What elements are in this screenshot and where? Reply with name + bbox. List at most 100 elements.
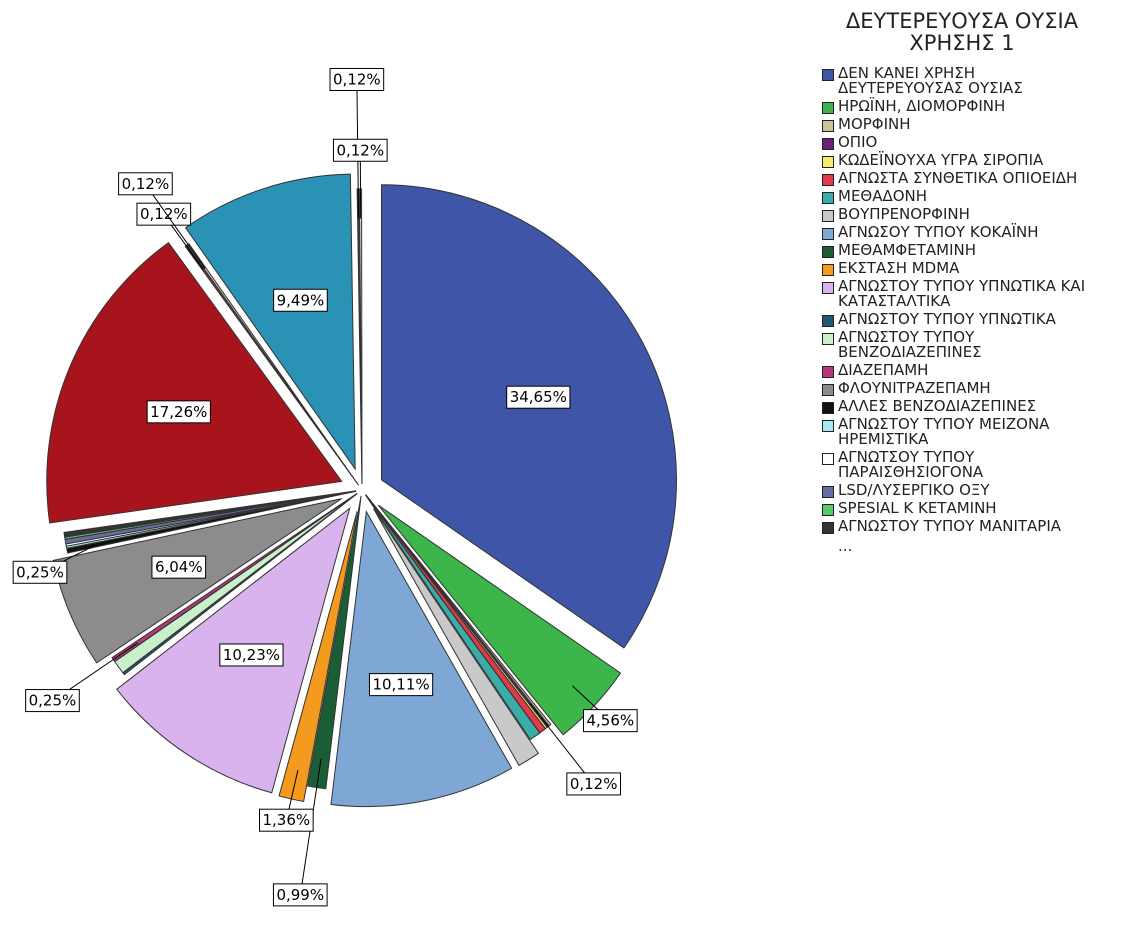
label-box bbox=[272, 883, 328, 907]
label-box bbox=[259, 808, 314, 832]
legend-item: ΚΩΔΕΪΝΟΥΧΑ ΥΓΡΑ ΣΙΡΟΠΙΑ bbox=[822, 153, 1122, 168]
legend-swatch bbox=[822, 522, 834, 534]
legend-label: ΑΓΝΩΣΤΟΥ ΤΥΠΟΥ ΜΕΙΖΟΝΑ ΗΡΕΜΙΣΤΙΚΑ bbox=[838, 415, 1050, 448]
data-label: 0,25% bbox=[25, 689, 80, 713]
legend-label: ΚΩΔΕΪΝΟΥΧΑ ΥΓΡΑ ΣΙΡΟΠΙΑ bbox=[838, 151, 1044, 169]
legend-item: ΑΓΝΩΣΤΟΥ ΤΥΠΟΥ ΒΕΝΖΟΔΙΑΖΕΠΙΝΕΣ bbox=[822, 330, 1122, 360]
legend-swatch bbox=[822, 69, 834, 81]
legend: ΔΕΥΤΕΡΕΥΟΥΣΑ ΟΥΣΙΑ ΧΡΗΣΗΣ 1 ΔΕΝ ΚΑΝΕΙ ΧΡ… bbox=[822, 10, 1122, 555]
legend-label: ΑΓΝΩΣΤΟΥ ΤΥΠΟΥ ΒΕΝΖΟΔΙΑΖΕΠΙΝΕΣ bbox=[838, 328, 982, 361]
legend-swatch bbox=[822, 366, 834, 378]
value-label: 4,56% bbox=[586, 712, 634, 730]
value-label: 10,11% bbox=[372, 676, 429, 694]
legend-label: ΒΟΥΠΡΕΝΟΡΦΙΝΗ bbox=[838, 205, 970, 223]
data-label: 10,23% bbox=[219, 643, 284, 667]
legend-swatch bbox=[822, 156, 834, 168]
data-label: 0,12% bbox=[118, 172, 173, 196]
legend-item: ΑΛΛΕΣ ΒΕΝΖΟΔΙΑΖΕΠΙΝΕΣ bbox=[822, 399, 1122, 414]
legend-item: ΗΡΩΪΝΗ, ΔΙΟΜΟΡΦΙΝΗ bbox=[822, 99, 1122, 114]
legend-label: ΜΟΡΦΙΝΗ bbox=[838, 115, 911, 133]
value-label: 0,12% bbox=[570, 775, 618, 793]
label-box bbox=[506, 385, 571, 409]
value-label: 0,25% bbox=[29, 692, 77, 710]
pie-slice bbox=[63, 490, 357, 538]
legend-label: LSD/ΛΥΣΕΡΓΙΚΟ ΟΞΥ bbox=[838, 481, 990, 499]
pie-slice bbox=[184, 173, 356, 471]
legend-item: ΑΓΝΩΤΣΟΥ ΤΥΠΟΥ ΠΑΡΑΙΣΘΗΣΙΟΓΟΝΑ bbox=[822, 450, 1122, 480]
label-box bbox=[12, 560, 68, 584]
data-label: 0,12% bbox=[136, 202, 192, 226]
legend-item: ΑΓΝΩΣΤΟΥ ΤΥΠΟΥ ΥΠΝΩΤΙΚΑ ΚΑΙ ΚΑΤΑΣΤΑΛΤΙΚΑ bbox=[822, 279, 1122, 309]
pie-slice bbox=[380, 184, 677, 649]
data-label: 4,56% bbox=[582, 709, 638, 733]
legend-label: ΔΙΑΖΕΠΑΜΗ bbox=[838, 361, 929, 379]
legend-item: ΜΟΡΦΙΝΗ bbox=[822, 117, 1122, 132]
legend-item: ΕΚΣΤΑΣΗ MDMA bbox=[822, 261, 1122, 276]
legend-swatch bbox=[822, 138, 834, 150]
leader-line bbox=[145, 184, 206, 269]
legend-label: ΑΓΝΩΣΤΟΥ ΤΥΠΟΥ ΥΠΝΩΤΙΚΑ ΚΑΙ ΚΑΤΑΣΤΑΛΤΙΚΑ bbox=[838, 277, 1086, 310]
legend-swatch bbox=[822, 420, 834, 432]
data-label: 0,25% bbox=[12, 560, 68, 584]
legend-swatch bbox=[822, 120, 834, 132]
value-label: 34,65% bbox=[510, 388, 567, 406]
data-label: 6,04% bbox=[151, 555, 207, 579]
legend-item: ΔΙΑΖΕΠΑΜΗ bbox=[822, 363, 1122, 378]
value-label: 0,12% bbox=[336, 141, 384, 159]
pie-slice bbox=[365, 494, 541, 741]
legend-swatch bbox=[822, 384, 834, 396]
legend-item: ΑΓΝΩΣΤΟΥ ΤΥΠΟΥ ΜΕΙΖΟΝΑ ΗΡΕΜΙΣΤΙΚΑ bbox=[822, 417, 1122, 447]
legend-item: ΜΕΘΑΜΦΕΤΑΜΙΝΗ bbox=[822, 243, 1122, 258]
legend-swatch bbox=[822, 228, 834, 240]
legend-swatch bbox=[822, 246, 834, 258]
value-label: 0,12% bbox=[122, 175, 170, 193]
legend-item: LSD/ΛΥΣΕΡΓΙΚΟ ΟΞΥ bbox=[822, 483, 1122, 498]
pie-slice bbox=[373, 508, 540, 767]
data-label: 17,26% bbox=[146, 400, 211, 424]
data-label: 10,11% bbox=[368, 673, 434, 697]
data-label: 0,12% bbox=[332, 138, 388, 162]
legend-swatch bbox=[822, 453, 834, 465]
legend-swatch bbox=[822, 282, 834, 294]
legend-label: ΟΠΙΟ bbox=[838, 133, 878, 151]
label-box bbox=[566, 772, 621, 796]
legend-swatch bbox=[822, 504, 834, 516]
legend-swatch bbox=[822, 192, 834, 204]
legend-label: SPESIAL K ΚΕΤΑΜΙΝΗ bbox=[838, 499, 997, 517]
legend-label: ΔΕΝ ΚΑΝΕΙ ΧΡΗΣΗ ΔΕΥΤΕΡΕΥΟΥΣΑΣ ΟΥΣΙΑΣ bbox=[838, 64, 1023, 97]
data-label: 1,36% bbox=[259, 808, 314, 832]
legend-item: ΦΛΟΥΝΙΤΡΑΖΕΠΑΜΗ bbox=[822, 381, 1122, 396]
legend-item: ΑΓΝΩΣΤΟΥ ΤΥΠΟΥ ΜΑΝΙΤΑΡΙΑ bbox=[822, 519, 1122, 534]
value-label: 0,12% bbox=[333, 70, 381, 88]
legend-swatch bbox=[822, 174, 834, 186]
data-label: 9,49% bbox=[273, 288, 328, 312]
legend-swatch bbox=[822, 210, 834, 222]
legend-label: ΑΓΝΩΣΟΥ ΤΥΠΟΥ ΚΟΚΑΪΝΗ bbox=[838, 223, 1039, 241]
legend-swatch bbox=[822, 333, 834, 345]
legend-swatch bbox=[822, 264, 834, 276]
data-label: 0,12% bbox=[566, 772, 621, 796]
legend-swatch bbox=[822, 402, 834, 414]
legend-item: ΒΟΥΠΡΕΝΟΡΦΙΝΗ bbox=[822, 207, 1122, 222]
value-label: 1,36% bbox=[263, 811, 311, 829]
legend-label: ΑΓΝΩΣΤΟΥ ΤΥΠΟΥ ΥΠΝΩΤΙΚΑ bbox=[838, 310, 1056, 328]
legend-label: ΗΡΩΪΝΗ, ΔΙΟΜΟΡΦΙΝΗ bbox=[838, 97, 1006, 115]
label-box bbox=[273, 288, 328, 312]
label-box bbox=[146, 400, 211, 424]
legend-items: ΔΕΝ ΚΑΝΕΙ ΧΡΗΣΗ ΔΕΥΤΕΡΕΥΟΥΣΑΣ ΟΥΣΙΑΣ ΗΡΩΪ… bbox=[822, 66, 1122, 534]
pie-slice bbox=[46, 241, 343, 524]
legend-item: ΜΕΘΑΔΟΝΗ bbox=[822, 189, 1122, 204]
legend-swatch bbox=[822, 486, 834, 498]
data-label: 0,12% bbox=[329, 67, 385, 91]
label-box bbox=[332, 138, 388, 162]
legend-label: ΑΛΛΕΣ ΒΕΝΖΟΔΙΑΖΕΠΙΝΕΣ bbox=[838, 397, 1037, 415]
legend-label: ΜΕΘΑΜΦΕΤΑΜΙΝΗ bbox=[838, 241, 977, 259]
leader-line bbox=[529, 703, 595, 785]
data-label: 0,99% bbox=[272, 883, 328, 907]
value-label: 9,49% bbox=[277, 291, 325, 309]
pie-slice bbox=[330, 510, 513, 808]
legend-swatch bbox=[822, 102, 834, 114]
legend-item: ΑΓΝΩΣΤΟΥ ΤΥΠΟΥ ΥΠΝΩΤΙΚΑ bbox=[822, 312, 1122, 327]
legend-item: ΑΓΝΩΣΟΥ ΤΥΠΟΥ ΚΟΚΑΪΝΗ bbox=[822, 225, 1122, 240]
